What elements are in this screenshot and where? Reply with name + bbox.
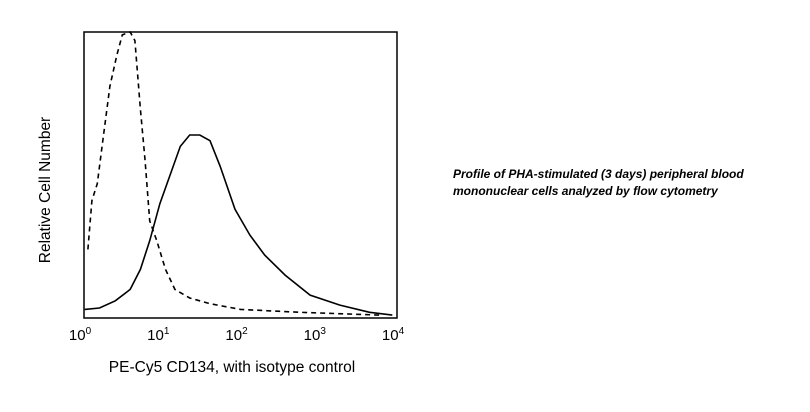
x-tick-label: 103 [304,326,327,344]
plot-frame [83,31,398,319]
x-tick-label: 101 [147,326,170,344]
y-axis-label: Relative Cell Number [37,117,54,263]
isotype-control-curve [87,31,380,316]
cd134-curve [84,134,393,316]
x-axis-label: PE-Cy5 CD134, with isotype control [109,359,355,376]
figure-caption: Profile of PHA-stimulated (3 days) perip… [453,167,744,198]
x-tick-label: 102 [225,326,248,344]
x-tick-label: 104 [382,326,405,344]
x-tick-label: 100 [69,326,92,344]
